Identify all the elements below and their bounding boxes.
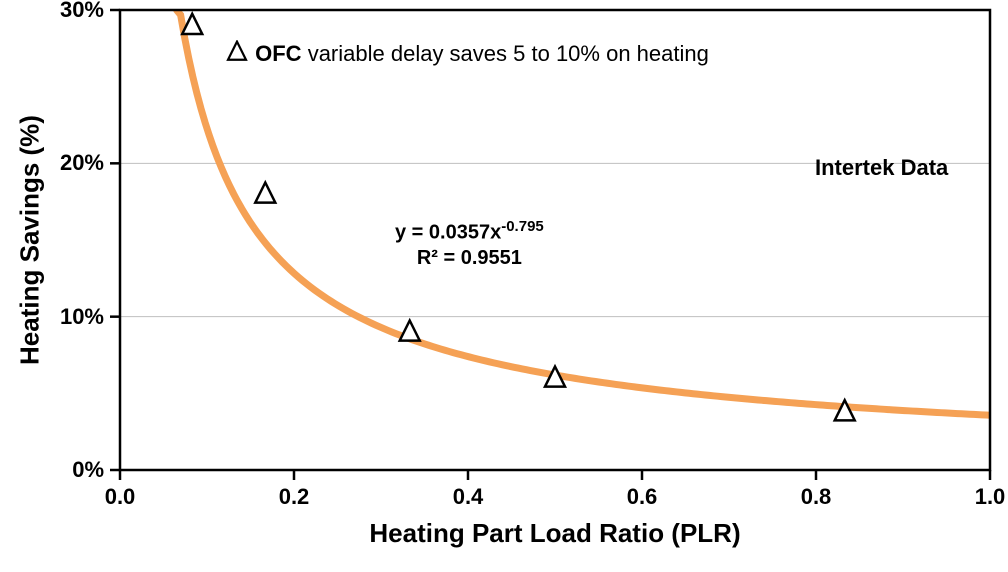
equation-annotation: y = 0.0357x-0.795R² = 0.9551 bbox=[395, 218, 544, 271]
y-tick-label: 20% bbox=[60, 150, 104, 176]
x-axis-title: Heating Part Load Ratio (PLR) bbox=[369, 518, 740, 549]
x-tick-label: 0.0 bbox=[105, 484, 136, 510]
data-source-annotation: Intertek Data bbox=[815, 155, 948, 181]
y-axis-title: Heating Savings (%) bbox=[15, 115, 46, 365]
chart-svg-layer bbox=[0, 0, 1008, 572]
x-tick-label: 0.6 bbox=[627, 484, 658, 510]
y-tick-label: 30% bbox=[60, 0, 104, 23]
chart-root: Heating Savings (%) Heating Part Load Ra… bbox=[0, 0, 1008, 572]
y-tick-label: 0% bbox=[72, 457, 104, 483]
legend-text: OFC variable delay saves 5 to 10% on hea… bbox=[255, 41, 709, 66]
equation-line-2: R² = 0.9551 bbox=[395, 246, 544, 271]
x-tick-label: 0.8 bbox=[801, 484, 832, 510]
x-tick-label: 0.2 bbox=[279, 484, 310, 510]
legend-annotation: OFC variable delay saves 5 to 10% on hea… bbox=[225, 40, 709, 67]
x-tick-label: 1.0 bbox=[975, 484, 1006, 510]
x-tick-label: 0.4 bbox=[453, 484, 484, 510]
equation-line-1: y = 0.0357x-0.795 bbox=[395, 218, 544, 246]
y-tick-label: 10% bbox=[60, 304, 104, 330]
triangle-marker-icon bbox=[225, 40, 249, 64]
